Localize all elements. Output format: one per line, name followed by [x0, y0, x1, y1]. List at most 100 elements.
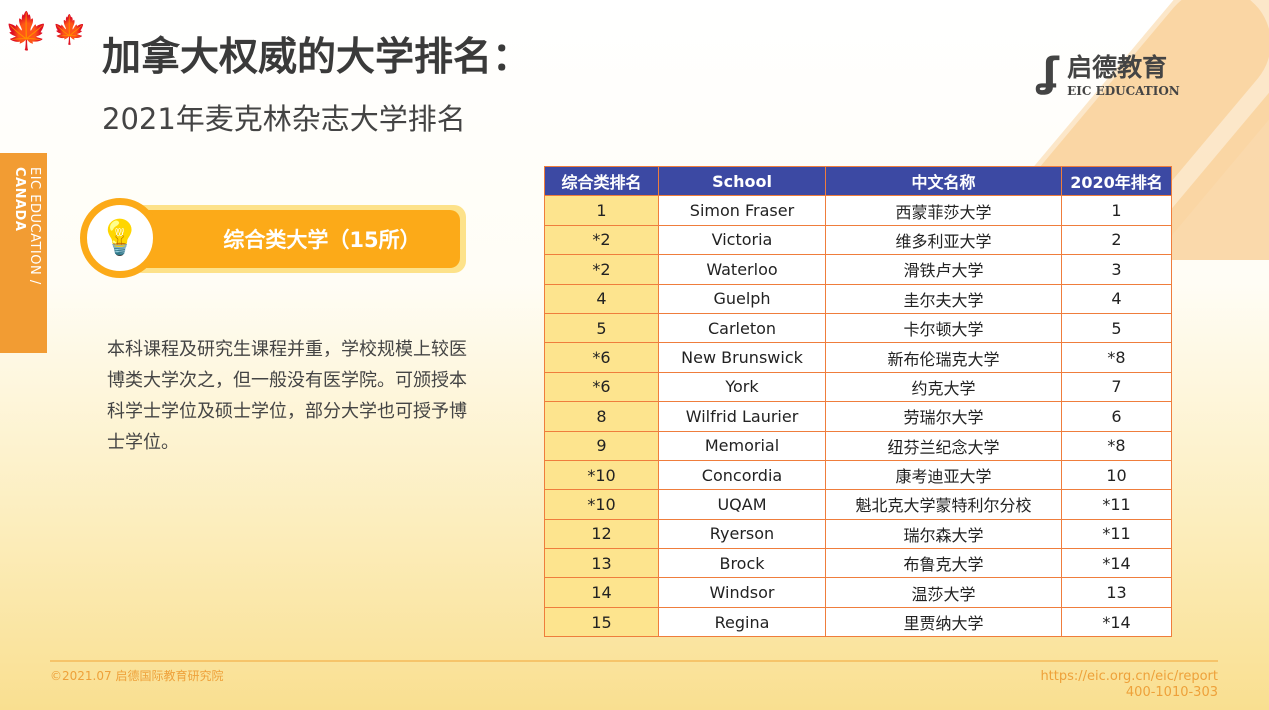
report-link[interactable]: https://eic.org.cn/eic/report: [1040, 669, 1218, 684]
rank-cell: 1: [544, 195, 659, 226]
rank-cell: 4: [544, 283, 659, 314]
side-tab-bold: CANADA: [12, 167, 27, 232]
rank-cell: *2: [544, 224, 659, 256]
column-header: 中文名称: [825, 165, 1062, 197]
logo-cn: 启德教育: [1067, 53, 1168, 82]
rank-cell: *6: [544, 371, 659, 403]
rank-cell: *10: [544, 489, 659, 520]
rank-2020-cell: 7: [1061, 371, 1172, 403]
table-row: *2 Victoria 维多利亚大学 2: [544, 224, 1172, 256]
rank-2020-cell: *11: [1061, 489, 1172, 520]
page-subtitle: 2021年麦克林杂志大学排名: [102, 102, 466, 136]
school-cell: Waterloo: [658, 254, 826, 285]
column-header: 综合类排名: [544, 165, 659, 197]
column-header: School: [658, 165, 826, 197]
chinese-name-cell: 卡尔顿大学: [825, 312, 1062, 344]
chinese-name-cell: 新布伦瑞克大学: [825, 342, 1062, 373]
table-row: *6 York 约克大学 7: [544, 371, 1172, 403]
table-row: 13 Brock 布鲁克大学 *14: [544, 548, 1172, 579]
table-row: 1 Simon Fraser 西蒙菲莎大学 1: [544, 195, 1172, 226]
rank-2020-cell: 1: [1061, 195, 1172, 226]
copyright: ©2021.07 启德国际教育研究院: [50, 669, 224, 683]
rank-2020-cell: 5: [1061, 312, 1172, 344]
ranking-table: 综合类排名 School 中文名称 2020年排名 1 Simon Fraser 西蒙菲莎…: [544, 165, 1172, 638]
rank-2020-cell: 10: [1061, 459, 1172, 491]
lightbulb-icon: 💡: [80, 198, 160, 278]
chinese-name-cell: 维多利亚大学: [825, 224, 1062, 256]
badge-label: 综合类大学（15所）: [134, 210, 460, 268]
rank-2020-cell: 13: [1061, 577, 1172, 608]
school-cell: Windsor: [658, 577, 826, 608]
logo-en: EIC EDUCATION: [1067, 84, 1180, 98]
footer-divider: [50, 660, 1218, 662]
table-row: *10 UQAM 魁北克大学蒙特利尔分校 *11: [544, 489, 1172, 520]
table-row: 5 Carleton 卡尔顿大学 5: [544, 312, 1172, 344]
chinese-name-cell: 西蒙菲莎大学: [825, 195, 1062, 226]
school-cell: Wilfrid Laurier: [658, 401, 826, 432]
table-row: 12 Ryerson 瑞尔森大学 *11: [544, 518, 1172, 550]
description: 本科课程及研究生课程并重，学校规模上较医博类大学次之，但一般没有医学院。可颁授本…: [107, 339, 467, 453]
school-cell: Memorial: [658, 430, 826, 461]
rank-2020-cell: 6: [1061, 401, 1172, 432]
side-tab: EIC EDUCATION / CANADA: [0, 153, 47, 353]
rank-cell: 12: [544, 518, 659, 550]
school-cell: Guelph: [658, 283, 826, 314]
chinese-name-cell: 康考迪亚大学: [825, 459, 1062, 491]
chinese-name-cell: 约克大学: [825, 371, 1062, 403]
rank-cell: *6: [544, 342, 659, 373]
chinese-name-cell: 纽芬兰纪念大学: [825, 430, 1062, 461]
chinese-name-cell: 瑞尔森大学: [825, 518, 1062, 550]
rank-cell: *10: [544, 459, 659, 491]
table-row: 15 Regina 里贾纳大学 *14: [544, 606, 1172, 638]
table-row: 8 Wilfrid Laurier 劳瑞尔大学 6: [544, 401, 1172, 432]
rank-2020-cell: 4: [1061, 283, 1172, 314]
footer-contact: https://eic.org.cn/eic/report 400-1010-3…: [1040, 669, 1218, 701]
chinese-name-cell: 劳瑞尔大学: [825, 401, 1062, 432]
page-title: 加拿大权威的大学排名：: [102, 35, 532, 80]
table-row: 4 Guelph 圭尔夫大学 4: [544, 283, 1172, 314]
rank-2020-cell: *14: [1061, 548, 1172, 579]
school-cell: Concordia: [658, 459, 826, 491]
table-row: *6 New Brunswick 新布伦瑞克大学 *8: [544, 342, 1172, 373]
rank-2020-cell: *11: [1061, 518, 1172, 550]
rank-cell: 15: [544, 606, 659, 638]
side-tab-light: EIC EDUCATION /: [27, 167, 42, 285]
rank-cell: 13: [544, 548, 659, 579]
rank-2020-cell: 2: [1061, 224, 1172, 256]
school-cell: Victoria: [658, 224, 826, 256]
school-cell: Regina: [658, 606, 826, 638]
school-cell: Brock: [658, 548, 826, 579]
chinese-name-cell: 魁北克大学蒙特利尔分校: [825, 489, 1062, 520]
chinese-name-cell: 滑铁卢大学: [825, 254, 1062, 285]
table-row: 9 Memorial 纽芬兰纪念大学 *8: [544, 430, 1172, 461]
maple-leaf-icon: 🍁: [4, 11, 49, 52]
table-row: *2 Waterloo 滑铁卢大学 3: [544, 254, 1172, 285]
school-cell: New Brunswick: [658, 342, 826, 373]
school-cell: Ryerson: [658, 518, 826, 550]
rank-2020-cell: *8: [1061, 430, 1172, 461]
school-cell: Carleton: [658, 312, 826, 344]
chinese-name-cell: 布鲁克大学: [825, 548, 1062, 579]
rank-cell: 9: [544, 430, 659, 461]
category-badge: 综合类大学（15所）: [130, 205, 466, 273]
phone: 400-1010-303: [1125, 685, 1218, 700]
rank-cell: 5: [544, 312, 659, 344]
school-cell: York: [658, 371, 826, 403]
table-row: *10 Concordia 康考迪亚大学 10: [544, 459, 1172, 491]
rank-cell: *2: [544, 254, 659, 285]
eic-logo-icon: ʆ: [1037, 50, 1060, 96]
school-cell: UQAM: [658, 489, 826, 520]
school-cell: Simon Fraser: [658, 195, 826, 226]
chinese-name-cell: 里贾纳大学: [825, 606, 1062, 638]
rank-2020-cell: *14: [1061, 606, 1172, 638]
chinese-name-cell: 温莎大学: [825, 577, 1062, 608]
rank-2020-cell: 3: [1061, 254, 1172, 285]
rank-2020-cell: *8: [1061, 342, 1172, 373]
rank-cell: 8: [544, 401, 659, 432]
rank-cell: 14: [544, 577, 659, 608]
table-row: 14 Windsor 温莎大学 13: [544, 577, 1172, 608]
logo: ʆ 启德教育 EIC EDUCATION: [1037, 48, 1180, 98]
maple-leaf-icon: 🍁: [52, 13, 87, 46]
column-header: 2020年排名: [1061, 165, 1172, 197]
chinese-name-cell: 圭尔夫大学: [825, 283, 1062, 314]
